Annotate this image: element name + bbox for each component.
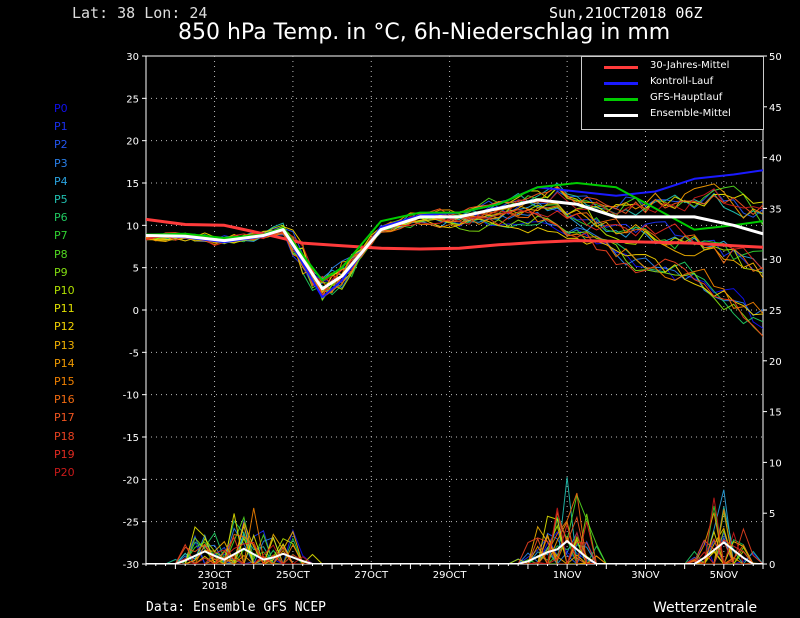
member-label-p6: P6 (54, 211, 68, 225)
y-tick-label-left: -5 (129, 348, 139, 359)
precip-line-p2 (146, 532, 763, 564)
member-label-p18: P18 (54, 429, 75, 443)
y-tick-label-left: 15 (126, 179, 139, 190)
legend-item-climatology: 30-Jahres-Mittel (582, 60, 763, 74)
y-tick-label-left: -25 (123, 518, 139, 529)
y-tick-label-right: 45 (769, 103, 782, 114)
x-tick-label: 23OCT (198, 570, 233, 581)
x-tick-label: 1NOV (553, 570, 582, 581)
data-source: Data: Ensemble GFS NCEP (146, 600, 327, 615)
legend-item-gfs: GFS-Hauptlauf (582, 92, 763, 106)
member-label-p3: P3 (54, 156, 68, 170)
member-label-p16: P16 (54, 393, 75, 407)
legend-swatch (604, 66, 638, 69)
member-label-p10: P10 (54, 284, 75, 297)
y-tick-label-right: 25 (769, 306, 782, 317)
member-label-p15: P15 (54, 375, 75, 388)
precip-line-p19 (146, 521, 763, 564)
y-tick-label-right: 20 (769, 357, 782, 368)
chart-legend: 30-Jahres-Mittel Kontroll-Lauf GFS-Haupt… (581, 56, 764, 130)
location-label: Lat: 38 Lon: 24 (72, 4, 208, 22)
member-label-p1: P1 (54, 120, 68, 134)
x-tick-sublabel: 2018 (202, 581, 227, 592)
member-label-p14: P14 (54, 356, 75, 370)
legend-swatch (604, 98, 638, 101)
x-tick-label: 3NOV (631, 570, 660, 581)
y-tick-label-right: 15 (769, 408, 782, 419)
y-tick-label-left: -10 (123, 391, 139, 402)
y-tick-label-right: 40 (769, 154, 782, 165)
precip-line-p15 (146, 507, 763, 564)
member-label-p5: P5 (54, 193, 68, 206)
member-label-p0: P0 (54, 102, 68, 115)
member-label-p7: P7 (54, 229, 68, 243)
chart-title: 850 hPa Temp. in °C, 6h-Niederschlag in … (178, 20, 671, 45)
y-tick-label-right: 50 (769, 52, 782, 63)
precip-line-p12 (146, 523, 763, 564)
member-label-p8: P8 (54, 247, 68, 261)
member-label-p20: P20 (54, 466, 75, 479)
member-label-p12: P12 (54, 320, 75, 334)
precip-line-p5 (146, 477, 763, 564)
ensemble-mean-line (146, 198, 763, 291)
brand-label: Wetterzentrale (653, 600, 758, 616)
member-label-p11: P11 (54, 302, 75, 316)
y-tick-label-left: -20 (123, 475, 139, 486)
precip-line-p14 (146, 512, 763, 564)
y-tick-label-right: 0 (769, 560, 775, 571)
x-tick-label: 27OCT (354, 570, 389, 581)
x-tick-label: 25OCT (276, 570, 311, 581)
member-label-p9: P9 (54, 265, 68, 279)
legend-label: GFS-Hauptlauf (650, 92, 723, 103)
y-tick-label-left: 0 (133, 306, 139, 317)
y-tick-label-left: -30 (123, 560, 139, 571)
legend-swatch (604, 114, 638, 117)
legend-item-control: Kontroll-Lauf (582, 76, 763, 90)
member-label-p2: P2 (54, 138, 68, 152)
member-label-p4: P4 (54, 174, 68, 188)
legend-label: Ensemble-Mittel (650, 108, 731, 119)
y-tick-label-right: 10 (769, 458, 782, 469)
y-tick-label-right: 30 (769, 255, 782, 266)
precip-line-p3 (146, 527, 763, 564)
member-label-p19: P19 (54, 447, 75, 461)
x-tick-label: 5NOV (710, 570, 739, 581)
precip-line-p16 (146, 492, 763, 564)
run-timestamp: Sun,21OCT2018 06Z (549, 4, 703, 22)
y-tick-label-left: -15 (123, 433, 139, 444)
legend-label: 30-Jahres-Mittel (650, 60, 730, 71)
legend-label: Kontroll-Lauf (650, 76, 714, 87)
climatology-line (146, 217, 763, 251)
member-label-p17: P17 (54, 411, 75, 425)
y-tick-label-right: 35 (769, 204, 782, 215)
y-tick-label-right: 5 (769, 509, 775, 520)
y-tick-label-left: 5 (133, 264, 139, 275)
y-tick-label-left: 30 (126, 52, 139, 63)
y-tick-label-left: 25 (126, 94, 139, 105)
legend-swatch (604, 82, 638, 85)
plot-frame (145, 55, 764, 565)
series-group (146, 169, 763, 564)
precip-line-p11 (146, 513, 763, 564)
x-tick-label: 29OCT (433, 570, 468, 581)
precip-line-p7 (146, 505, 763, 564)
member-label-p13: P13 (54, 338, 75, 352)
precip-mean-line (146, 539, 763, 564)
y-tick-label-left: 20 (126, 137, 139, 148)
y-tick-label-left: 10 (126, 221, 139, 232)
legend-item-mean: Ensemble-Mittel (582, 108, 763, 122)
